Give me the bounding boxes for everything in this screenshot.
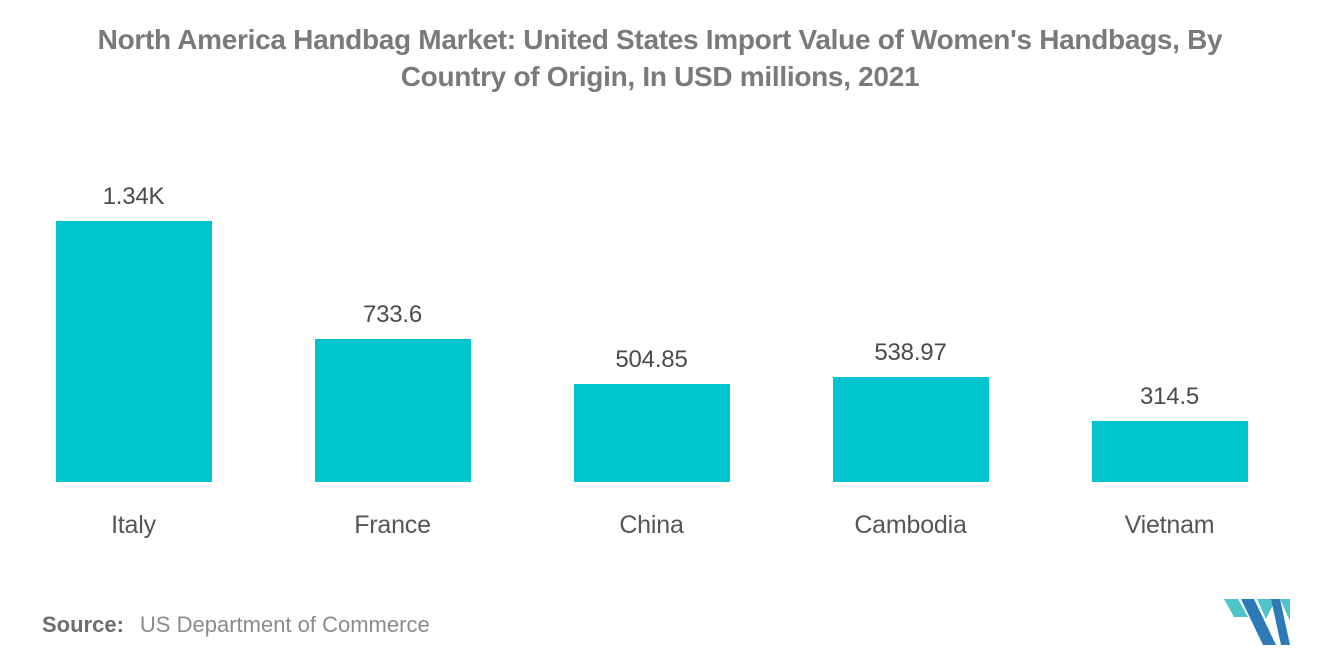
bar-column: 733.6 France (263, 146, 522, 540)
bar-value-label: 1.34K (102, 183, 165, 210)
bar-chart-plot-area: 1.34K Italy 733.6 France 504.85 China 538.97 Ca… (4, 146, 1299, 540)
source-label: Source: (42, 612, 124, 637)
source-text: US Department of Commerce (139, 612, 430, 637)
chart-title: North America Handbag Market: United Sta… (97, 24, 1223, 92)
bar-column: 314.5 Vietnam (1040, 146, 1299, 540)
bar-category-label: Cambodia (854, 511, 967, 539)
bar-category-label: France (354, 511, 431, 539)
bar-column: 538.97 Cambodia (781, 146, 1040, 540)
logo-teal-inverted-triangle (1257, 599, 1276, 619)
bar-category-label: Vietnam (1124, 511, 1215, 539)
bar-value-label: 538.97 (874, 339, 947, 366)
bar-category-label: China (619, 511, 684, 539)
logo-blue-right-diagonal (1271, 599, 1290, 645)
bar (832, 377, 989, 482)
mordor-intelligence-logo (1224, 599, 1290, 645)
bar-value-label: 733.6 (362, 301, 423, 329)
logo-teal-corner-triangle (1280, 599, 1290, 621)
logo-blue-main-diagonal (1241, 599, 1276, 645)
bar (1091, 420, 1248, 482)
bar (314, 339, 471, 482)
source-row: Source: US Department of Commerce (42, 612, 430, 638)
bar-category-label: Italy (111, 511, 156, 539)
bar-column: 1.34K Italy (4, 146, 263, 540)
bar-column: 504.85 China (522, 146, 781, 540)
bar (55, 221, 212, 482)
bar-value-label: 314.5 (1139, 382, 1200, 410)
bar (573, 383, 730, 482)
logo-teal-parallelogram (1224, 599, 1248, 617)
bar-value-label: 504.85 (615, 345, 688, 373)
